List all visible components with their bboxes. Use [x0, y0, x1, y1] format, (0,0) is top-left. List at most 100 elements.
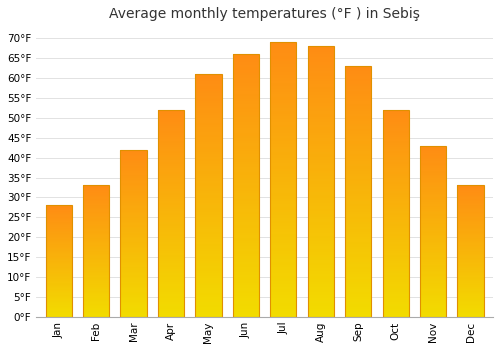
Bar: [158, 118, 184, 120]
Bar: [270, 312, 296, 314]
Bar: [308, 314, 334, 317]
Bar: [308, 222, 334, 225]
Bar: [196, 222, 222, 225]
Bar: [233, 225, 259, 228]
Bar: [458, 293, 483, 294]
Bar: [420, 257, 446, 259]
Bar: [196, 244, 222, 246]
Bar: [458, 288, 483, 289]
Bar: [308, 271, 334, 273]
Bar: [196, 188, 222, 190]
Bar: [120, 238, 146, 240]
Bar: [83, 279, 109, 280]
Bar: [83, 237, 109, 238]
Bar: [83, 188, 109, 189]
Bar: [46, 205, 72, 206]
Bar: [308, 106, 334, 108]
Bar: [382, 116, 409, 118]
Bar: [120, 181, 146, 183]
Bar: [46, 213, 72, 214]
Bar: [83, 186, 109, 187]
Bar: [345, 134, 372, 136]
Bar: [420, 293, 446, 295]
Bar: [196, 305, 222, 307]
Bar: [120, 168, 146, 170]
Bar: [382, 172, 409, 174]
Bar: [458, 308, 483, 309]
Bar: [308, 241, 334, 244]
Bar: [382, 155, 409, 158]
Bar: [458, 191, 483, 192]
Bar: [158, 315, 184, 317]
Bar: [158, 168, 184, 170]
Bar: [120, 295, 146, 297]
Bar: [270, 42, 296, 45]
Bar: [83, 267, 109, 268]
Bar: [420, 315, 446, 317]
Bar: [345, 109, 372, 111]
Bar: [382, 307, 409, 309]
Bar: [83, 241, 109, 242]
Bar: [420, 279, 446, 281]
Bar: [270, 287, 296, 289]
Bar: [196, 300, 222, 302]
Bar: [158, 133, 184, 135]
Bar: [308, 182, 334, 184]
Bar: [83, 263, 109, 264]
Bar: [308, 282, 334, 284]
Bar: [120, 303, 146, 305]
Bar: [233, 180, 259, 183]
Bar: [83, 186, 109, 317]
Bar: [270, 223, 296, 226]
Bar: [458, 247, 483, 248]
Bar: [120, 257, 146, 258]
Bar: [270, 127, 296, 130]
Bar: [83, 191, 109, 192]
Bar: [196, 169, 222, 171]
Bar: [83, 293, 109, 294]
Bar: [233, 309, 259, 312]
Bar: [420, 288, 446, 289]
Bar: [458, 257, 483, 258]
Bar: [233, 272, 259, 275]
Bar: [382, 257, 409, 259]
Bar: [420, 305, 446, 307]
Bar: [158, 176, 184, 178]
Bar: [83, 229, 109, 230]
Bar: [46, 252, 72, 253]
Bar: [120, 156, 146, 158]
Bar: [270, 86, 296, 89]
Bar: [420, 307, 446, 308]
Bar: [196, 261, 222, 264]
Bar: [158, 313, 184, 315]
Bar: [458, 237, 483, 238]
Bar: [420, 241, 446, 243]
Bar: [420, 298, 446, 300]
Bar: [120, 173, 146, 175]
Bar: [233, 241, 259, 243]
Bar: [308, 92, 334, 95]
Bar: [83, 209, 109, 210]
Bar: [382, 215, 409, 217]
Bar: [46, 221, 72, 222]
Bar: [270, 237, 296, 240]
Bar: [46, 282, 72, 284]
Bar: [46, 222, 72, 223]
Bar: [382, 224, 409, 226]
Bar: [196, 234, 222, 237]
Bar: [458, 188, 483, 189]
Bar: [46, 218, 72, 219]
Bar: [83, 275, 109, 276]
Title: Average monthly temperatures (°F ) in Sebiş: Average monthly temperatures (°F ) in Se…: [109, 7, 420, 21]
Bar: [308, 233, 334, 236]
Bar: [458, 310, 483, 312]
Bar: [120, 222, 146, 223]
Bar: [158, 214, 184, 215]
Bar: [158, 294, 184, 296]
Bar: [196, 229, 222, 232]
Bar: [382, 180, 409, 182]
Bar: [196, 125, 222, 127]
Bar: [196, 217, 222, 220]
Bar: [420, 197, 446, 199]
Bar: [458, 241, 483, 242]
